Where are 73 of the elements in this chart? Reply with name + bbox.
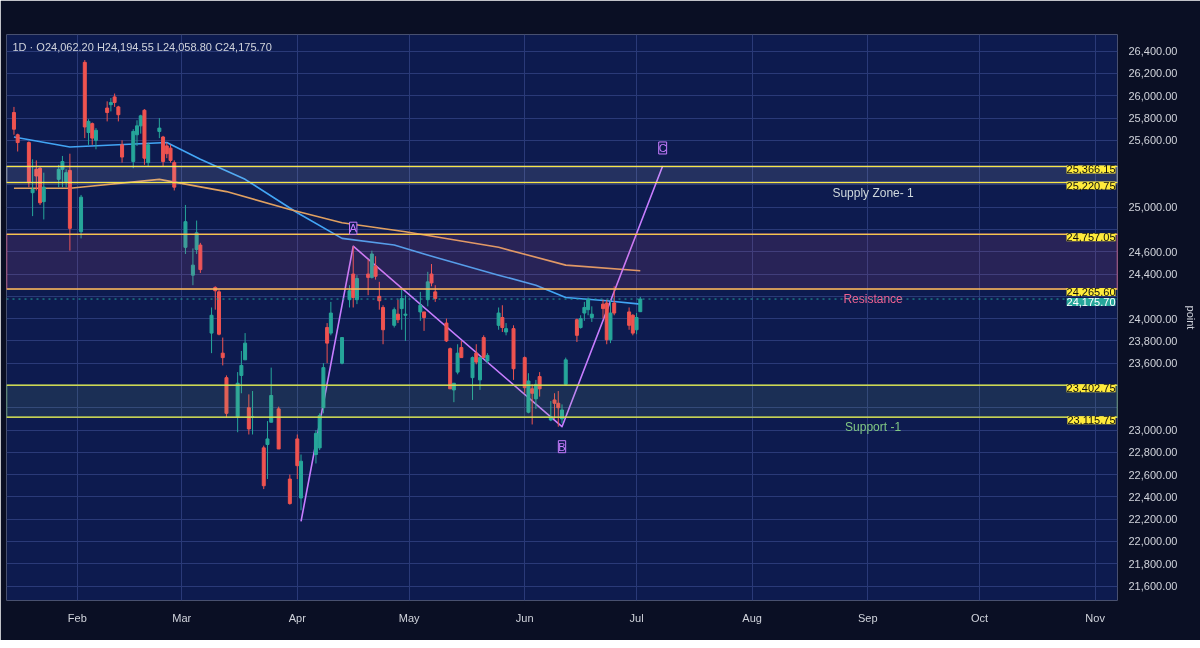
annotation: B bbox=[558, 440, 566, 453]
candlestick bbox=[395, 299, 400, 324]
candlestick bbox=[369, 250, 374, 279]
y-tick-label: 26,200.00 bbox=[1128, 67, 1178, 80]
y-tick-label: 22,800.00 bbox=[1128, 446, 1178, 459]
x-tick-label: Aug bbox=[742, 611, 762, 624]
ref-line-label: 25,366.15 bbox=[1066, 163, 1116, 176]
ref-line-label: 24,757.05 bbox=[1066, 231, 1116, 244]
y-tick-label: 25,600.00 bbox=[1128, 134, 1178, 147]
x-tick-label: Apr bbox=[288, 611, 307, 624]
y-tick-label: 22,200.00 bbox=[1128, 513, 1178, 526]
candlestick bbox=[120, 139, 125, 164]
ref-line-label: 23,402.75 bbox=[1066, 382, 1116, 395]
band-label: Resistance bbox=[843, 292, 904, 307]
candlestick bbox=[392, 306, 397, 329]
candlestick bbox=[429, 263, 434, 287]
candlestick bbox=[496, 306, 501, 331]
candlestick bbox=[366, 259, 371, 296]
candlestick bbox=[325, 322, 330, 364]
y-axis-title: point bbox=[1185, 305, 1198, 330]
candlestick bbox=[328, 301, 333, 336]
y-tick-label: 21,600.00 bbox=[1128, 580, 1178, 593]
candlestick bbox=[537, 371, 542, 398]
x-tick-label: Jul bbox=[629, 611, 644, 624]
y-tick-label: 22,400.00 bbox=[1128, 490, 1178, 503]
y-tick-label: 22,000.00 bbox=[1128, 535, 1178, 548]
y-tick-label: 24,400.00 bbox=[1128, 268, 1178, 281]
ref-line-label: 24,175.70 bbox=[1066, 296, 1116, 309]
candlestick bbox=[474, 343, 479, 365]
y-tick-label: 26,000.00 bbox=[1128, 89, 1178, 102]
y-tick-label: 25,000.00 bbox=[1128, 201, 1178, 214]
candlestick bbox=[108, 97, 113, 112]
candlestick bbox=[500, 304, 505, 333]
y-tick-label: 23,800.00 bbox=[1128, 334, 1178, 347]
candlestick bbox=[627, 306, 632, 331]
x-tick-label: Mar bbox=[172, 611, 192, 624]
x-tick-label: Oct bbox=[971, 611, 989, 624]
y-tick-label: 24,000.00 bbox=[1128, 312, 1178, 325]
band-label: Support -1 bbox=[845, 420, 902, 435]
candlestick bbox=[455, 343, 460, 375]
y-tick-label: 23,000.00 bbox=[1128, 424, 1178, 437]
band-label: Supply Zone- 1 bbox=[832, 185, 915, 200]
x-tick-label: Sep bbox=[857, 611, 878, 624]
x-tick-label: Nov bbox=[1085, 611, 1106, 624]
candlestick bbox=[612, 285, 617, 316]
y-tick-label: 25,800.00 bbox=[1128, 112, 1178, 125]
candlestick bbox=[93, 127, 98, 150]
ref-line-label: 25,220.75 bbox=[1066, 179, 1116, 192]
y-tick-label: 23,600.00 bbox=[1128, 357, 1178, 370]
y-tick-label: 24,600.00 bbox=[1128, 245, 1178, 258]
candlestick bbox=[422, 311, 427, 332]
line-series bbox=[300, 165, 664, 523]
x-tick-label: Jun bbox=[515, 611, 534, 624]
candlestick bbox=[41, 172, 46, 220]
candlestick bbox=[373, 255, 378, 281]
candlestick bbox=[477, 356, 482, 391]
candlestick bbox=[634, 312, 639, 335]
annotation: 1D · O24,062.20 H24,194.55 L24,058.80 C24,175.70 bbox=[12, 40, 272, 53]
candlestick bbox=[530, 383, 535, 425]
y-tick-label: 26,400.00 bbox=[1128, 45, 1178, 58]
candlestick bbox=[146, 142, 151, 167]
candlestick bbox=[504, 322, 509, 336]
annotation: C bbox=[658, 141, 667, 154]
y-tick-label: 22,600.00 bbox=[1128, 468, 1178, 481]
candlestick bbox=[481, 334, 486, 359]
candlestick bbox=[157, 117, 162, 139]
x-tick-label: May bbox=[398, 611, 421, 624]
candlestick bbox=[470, 356, 475, 401]
ref-line-label: 23,115.75 bbox=[1067, 414, 1116, 427]
x-tick-label: Feb bbox=[67, 611, 87, 624]
ref-line-label: 24,265.60 bbox=[1066, 286, 1116, 299]
y-tick-label: 21,800.00 bbox=[1128, 557, 1178, 570]
candlestick bbox=[105, 100, 110, 122]
